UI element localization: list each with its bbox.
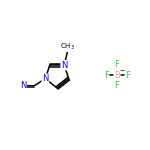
Text: B: B — [114, 70, 120, 80]
Text: F: F — [104, 70, 109, 80]
Text: N: N — [61, 61, 68, 70]
Text: F: F — [115, 60, 119, 69]
Text: F: F — [115, 81, 119, 90]
Text: N: N — [42, 74, 48, 83]
Text: N: N — [20, 81, 26, 90]
Text: F: F — [125, 70, 130, 80]
Text: −: − — [119, 67, 125, 72]
Text: CH$_3$: CH$_3$ — [60, 41, 75, 52]
